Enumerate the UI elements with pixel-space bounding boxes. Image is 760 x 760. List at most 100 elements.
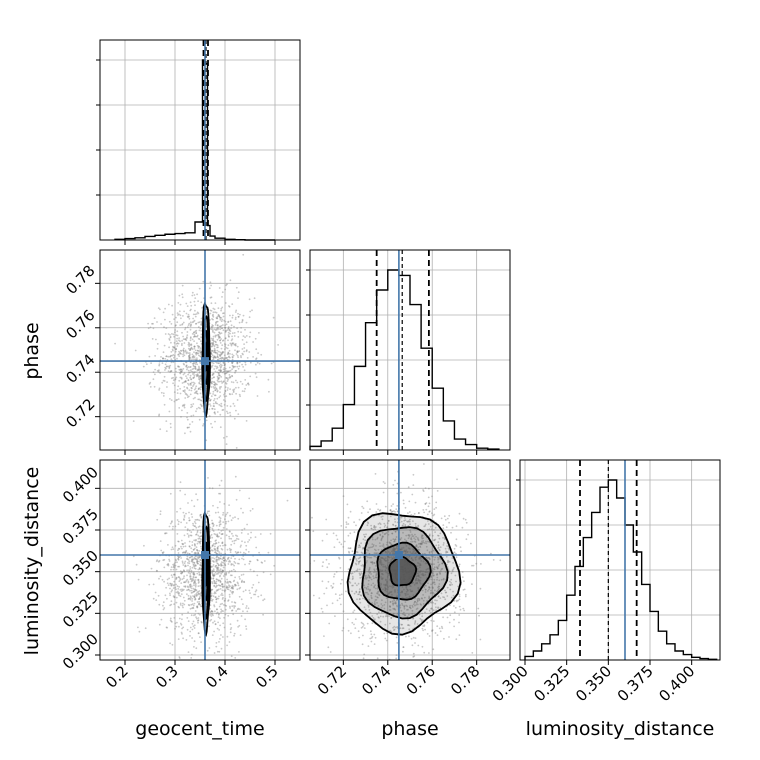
sample-point [449,667,451,669]
sample-point [254,593,257,596]
sample-point [197,552,200,555]
sample-point [362,565,365,567]
sample-point [230,548,233,551]
sample-point [256,558,259,561]
sample-point [191,603,194,606]
sample-point [182,404,185,406]
sample-point [162,351,165,354]
sample-point [175,347,178,350]
sample-point [217,616,220,618]
sample-point [162,357,164,359]
sample-point [367,583,370,586]
sample-point [188,356,191,359]
sample-point [200,535,203,537]
sample-point [454,574,457,577]
sample-point [433,539,435,542]
sample-point [404,614,407,616]
sample-point [376,576,378,579]
sample-point [388,615,390,617]
sample-point [190,344,193,346]
sample-point [186,578,189,581]
sample-point [236,608,239,611]
sample-point [218,525,221,527]
sample-point [221,327,224,329]
sample-point [196,593,199,596]
sample-point [238,595,241,598]
sample-point [184,551,187,554]
sample-point [338,597,341,600]
sample-point [164,318,166,321]
sample-point [169,617,172,620]
sample-point [245,384,248,386]
sample-point [221,350,224,353]
sample-point [199,542,202,545]
sample-point [366,591,368,594]
sample-point [402,613,405,616]
sample-point [181,618,183,621]
sample-point [320,607,323,610]
sample-point [216,375,219,378]
sample-point [184,350,187,353]
sample-point [211,544,214,547]
sample-point [363,627,366,629]
sample-point [415,545,418,548]
sample-point [195,361,198,364]
sample-point [360,572,363,575]
sample-point [217,550,219,552]
sample-point [188,517,191,519]
sample-point [186,416,188,419]
sample-point [433,578,436,581]
sample-point [215,580,218,583]
sample-point [182,602,184,605]
sample-point [179,372,182,375]
sample-point [194,309,196,312]
sample-point [218,492,220,495]
sample-point [192,362,195,365]
sample-point [448,621,451,624]
sample-point [229,353,231,355]
sample-point [213,331,216,334]
sample-point [198,573,201,576]
sample-point [153,317,156,319]
sample-point [170,399,173,401]
sample-point [234,557,236,560]
sample-point [244,618,247,621]
sample-point [431,581,434,584]
sample-point [375,545,377,547]
sample-point [189,344,192,346]
sample-point [321,565,324,568]
sample-point [206,649,209,652]
sample-point [216,506,219,509]
sample-point [401,623,403,626]
sample-point [312,594,315,597]
sample-point [198,371,201,373]
sample-point [404,538,406,541]
sample-point [168,558,171,561]
sample-point [368,569,370,571]
sample-point [225,522,227,525]
sample-point [198,598,201,600]
sample-point [218,558,220,561]
sample-point [407,537,410,540]
sample-point [226,410,228,413]
sample-point [188,604,191,607]
sample-point [260,561,263,564]
sample-point [260,353,263,356]
sample-point [196,344,199,347]
sample-point [231,353,234,356]
sample-point [179,622,182,625]
sample-point [193,331,196,334]
sample-point [231,303,234,305]
sample-point [231,609,234,612]
sample-point [377,596,379,599]
sample-point [357,593,359,596]
sample-point [408,534,411,537]
sample-point [231,356,234,359]
sample-point [196,549,199,552]
sample-point [349,547,352,549]
sample-point [195,617,198,620]
sample-point [189,325,192,328]
sample-point [436,590,439,592]
sample-point [225,372,228,375]
sample-point [393,599,396,602]
